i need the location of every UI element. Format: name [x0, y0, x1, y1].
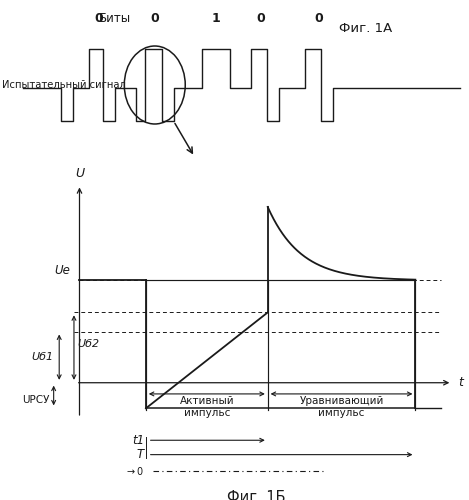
Text: Активный
импульс: Активный импульс	[180, 396, 234, 418]
Text: U: U	[75, 167, 84, 180]
Text: Uб2: Uб2	[78, 340, 100, 349]
Text: 0: 0	[256, 12, 265, 26]
Text: Испытательный сигнал: Испытательный сигнал	[2, 80, 126, 90]
Text: Фиг. 1Б: Фиг. 1Б	[227, 490, 286, 500]
Text: t1: t1	[132, 434, 144, 447]
Text: T: T	[137, 448, 144, 461]
Text: Уравнивающий
импульс: Уравнивающий импульс	[299, 396, 384, 418]
Text: Uе: Uе	[54, 264, 70, 278]
Text: UРСУ: UРСУ	[23, 396, 50, 406]
Text: 0: 0	[94, 12, 103, 26]
Text: Фиг. 1А: Фиг. 1А	[339, 22, 393, 35]
Text: 0: 0	[151, 12, 159, 26]
Text: Биты: Биты	[98, 12, 130, 26]
Text: Uб1: Uб1	[31, 352, 53, 362]
Text: $\rightarrow$0: $\rightarrow$0	[125, 464, 144, 476]
Text: t: t	[458, 376, 462, 389]
Text: 1: 1	[212, 12, 220, 26]
Text: 0: 0	[315, 12, 323, 26]
